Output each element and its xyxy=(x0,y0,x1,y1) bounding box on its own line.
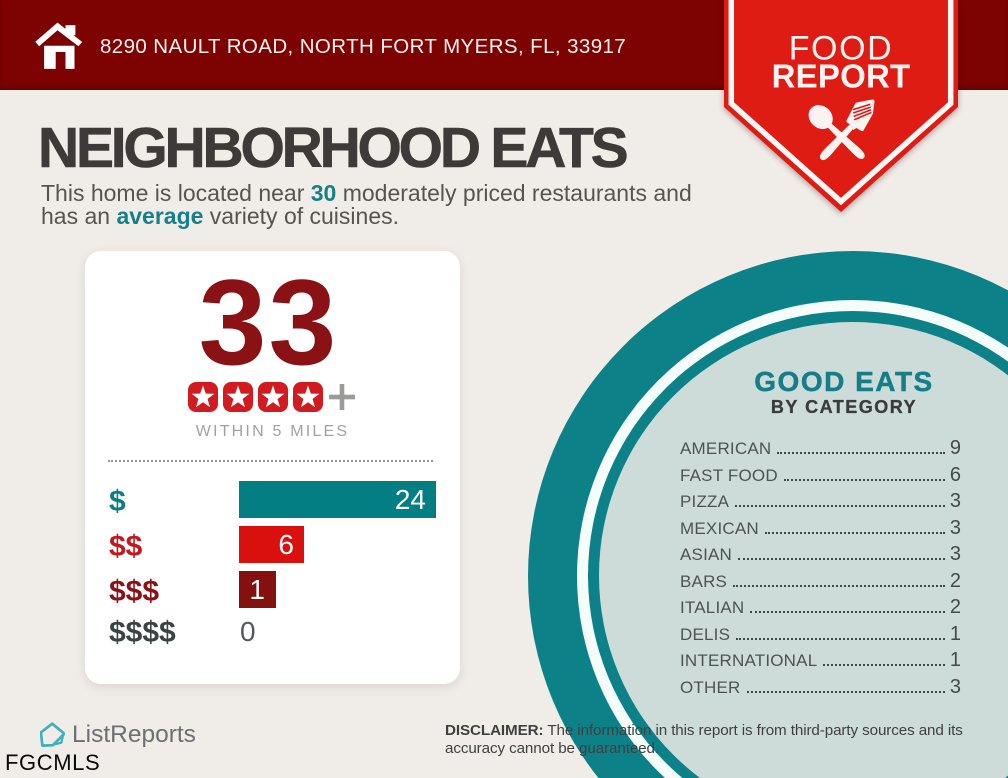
svg-text:FOOD: FOOD xyxy=(789,30,894,68)
svg-text:REPORT: REPORT xyxy=(772,58,911,95)
